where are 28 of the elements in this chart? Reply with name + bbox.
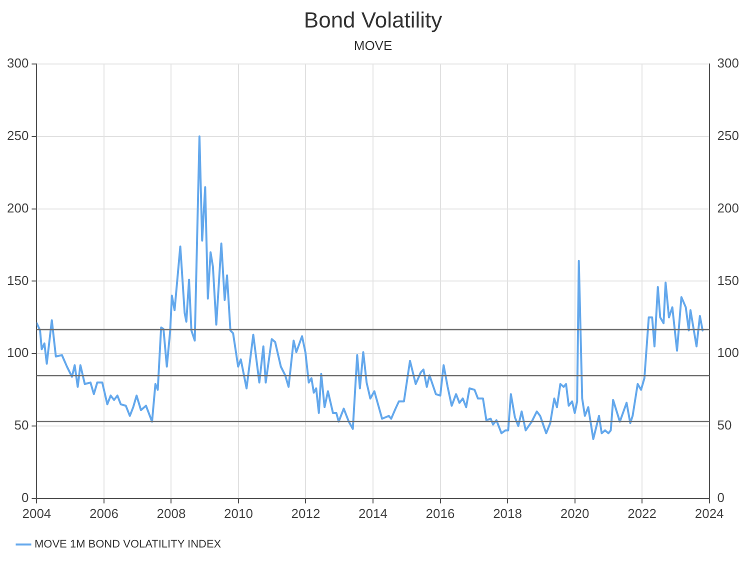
legend-label: MOVE 1M BOND VOLATILITY INDEX (34, 538, 222, 551)
y2-tick-label: 0 (717, 490, 725, 505)
x-tick-label: 2024 (694, 506, 724, 521)
x-tick-label: 2006 (89, 506, 118, 521)
y-tick-label: 200 (6, 200, 29, 216)
y2-tick-label: 200 (717, 200, 740, 216)
x-tick-label: 2020 (560, 506, 590, 521)
y2-tick-label: 150 (717, 272, 740, 288)
x-tick-label: 2022 (628, 506, 657, 521)
y-tick-label: 150 (6, 272, 29, 288)
x-tick-label: 2010 (224, 506, 253, 521)
y-tick-label: 300 (6, 56, 29, 71)
x-tick-label: 2012 (291, 506, 320, 521)
x-tick-label: 2018 (493, 506, 522, 521)
x-tick-label: 2016 (426, 506, 455, 521)
y-tick-label: 50 (14, 418, 29, 433)
x-tick-label: 2014 (358, 506, 388, 521)
x-tick-label: 2008 (156, 506, 186, 521)
y-tick-label: 100 (6, 345, 29, 360)
y-tick-label: 250 (6, 128, 29, 143)
y-tick-label: 0 (21, 490, 29, 505)
y2-tick-label: 250 (717, 128, 740, 143)
chart-subtitle: MOVE (354, 38, 392, 53)
x-tick-label: 2004 (22, 506, 52, 521)
y2-tick-label: 50 (717, 418, 732, 433)
y2-tick-label: 300 (717, 56, 740, 71)
y2-tick-label: 100 (717, 345, 740, 360)
chart-title: Bond Volatility (304, 7, 442, 32)
